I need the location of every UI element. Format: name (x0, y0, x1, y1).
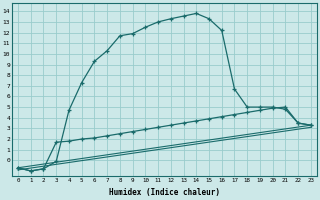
X-axis label: Humidex (Indice chaleur): Humidex (Indice chaleur) (109, 188, 220, 197)
